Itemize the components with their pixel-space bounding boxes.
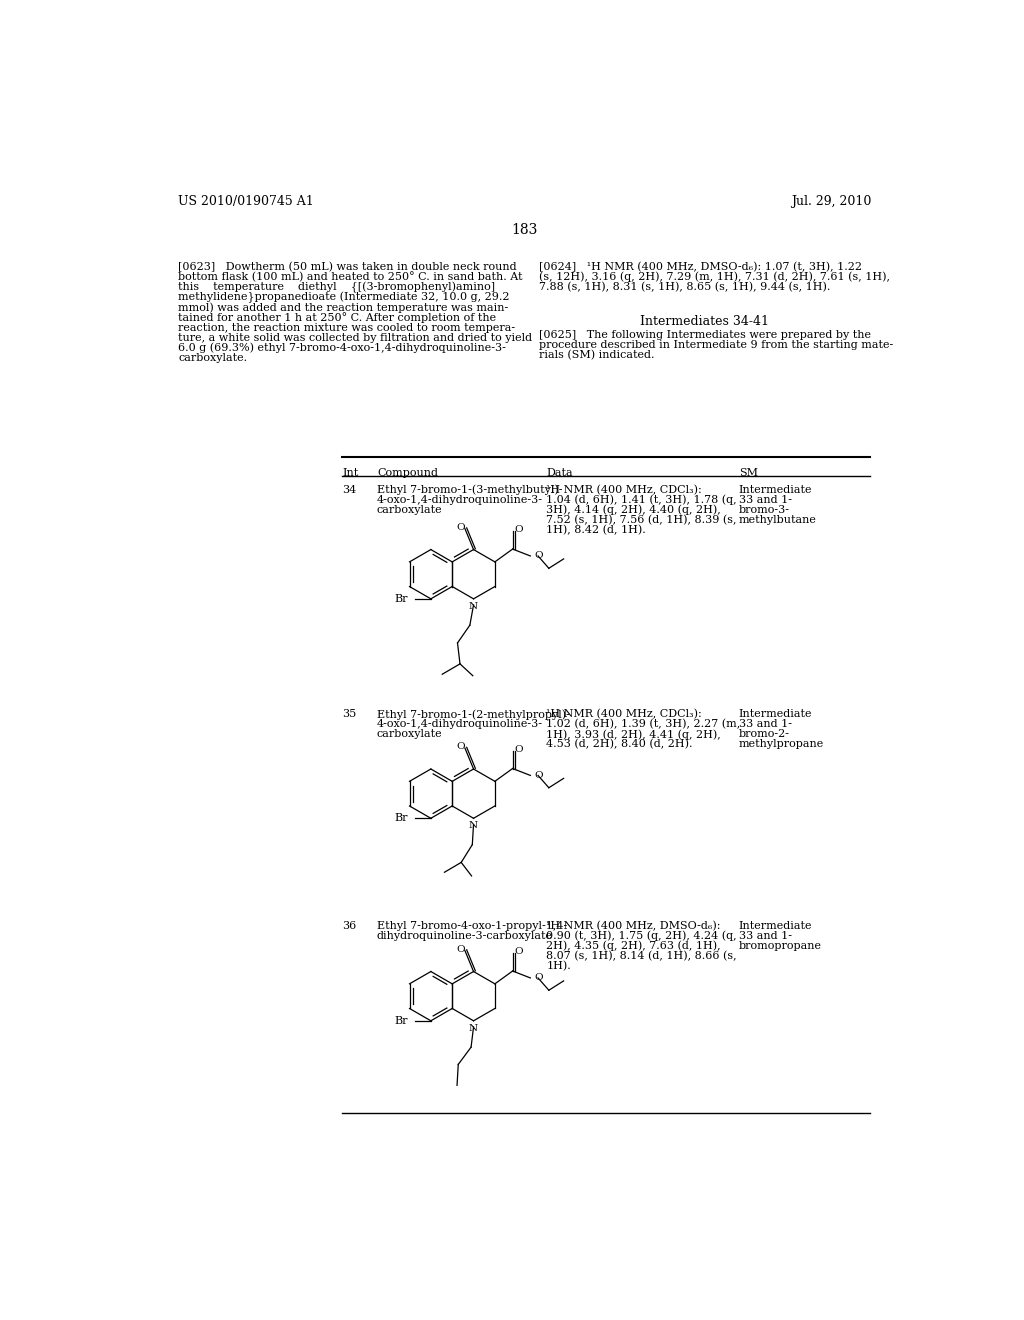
Text: dihydroquinoline-3-carboxylate: dihydroquinoline-3-carboxylate (377, 931, 553, 941)
Text: Ethyl 7-bromo-4-oxo-1-propyl-1,4-: Ethyl 7-bromo-4-oxo-1-propyl-1,4- (377, 921, 567, 931)
Text: O: O (457, 742, 465, 751)
Text: 1H).: 1H). (547, 961, 571, 972)
Text: Ethyl 7-bromo-1-(2-methylpropyl)-: Ethyl 7-bromo-1-(2-methylpropyl)- (377, 709, 569, 719)
Text: 33 and 1-: 33 and 1- (739, 931, 792, 941)
Text: O: O (457, 945, 465, 953)
Text: carboxylate: carboxylate (377, 729, 442, 739)
Text: 1.02 (d, 6H), 1.39 (t, 3H), 2.27 (m,: 1.02 (d, 6H), 1.39 (t, 3H), 2.27 (m, (547, 719, 740, 730)
Text: 36: 36 (342, 921, 356, 931)
Text: Int: Int (342, 469, 358, 478)
Text: 7.52 (s, 1H), 7.56 (d, 1H), 8.39 (s,: 7.52 (s, 1H), 7.56 (d, 1H), 8.39 (s, (547, 515, 737, 525)
Text: Intermediates 34-41: Intermediates 34-41 (640, 314, 769, 327)
Text: Compound: Compound (377, 469, 438, 478)
Text: tained for another 1 h at 250° C. After completion of the: tained for another 1 h at 250° C. After … (178, 313, 497, 323)
Text: methylpropane: methylpropane (739, 739, 824, 748)
Text: Br: Br (395, 1016, 409, 1026)
Text: carboxylate.: carboxylate. (178, 352, 248, 363)
Text: 1.04 (d, 6H), 1.41 (t, 3H), 1.78 (q,: 1.04 (d, 6H), 1.41 (t, 3H), 1.78 (q, (547, 495, 737, 506)
Text: reaction, the reaction mixture was cooled to room tempera-: reaction, the reaction mixture was coole… (178, 322, 515, 333)
Text: [0625]   The following Intermediates were prepared by the: [0625] The following Intermediates were … (539, 330, 870, 341)
Text: N: N (469, 1024, 478, 1032)
Text: [0624]   ¹H NMR (400 MHz, DMSO-d₆): 1.07 (t, 3H), 1.22: [0624] ¹H NMR (400 MHz, DMSO-d₆): 1.07 (… (539, 261, 861, 272)
Text: procedure described in Intermediate 9 from the starting mate-: procedure described in Intermediate 9 fr… (539, 341, 893, 350)
Text: 1H), 8.42 (d, 1H).: 1H), 8.42 (d, 1H). (547, 525, 646, 536)
Text: 4-oxo-1,4-dihydroquinoline-3-: 4-oxo-1,4-dihydroquinoline-3- (377, 495, 543, 504)
Text: O: O (535, 552, 543, 561)
Text: O: O (514, 744, 523, 754)
Text: 34: 34 (342, 484, 356, 495)
Text: SM: SM (739, 469, 758, 478)
Text: 6.0 g (69.3%) ethyl 7-bromo-4-oxo-1,4-dihydroquinoline-3-: 6.0 g (69.3%) ethyl 7-bromo-4-oxo-1,4-di… (178, 343, 506, 354)
Text: ¹H NMR (400 MHz, DMSO-d₆):: ¹H NMR (400 MHz, DMSO-d₆): (547, 921, 721, 931)
Text: bromopropane: bromopropane (739, 941, 822, 950)
Text: Jul. 29, 2010: Jul. 29, 2010 (791, 195, 871, 209)
Text: (s, 12H), 3.16 (q, 2H), 7.29 (m, 1H), 7.31 (d, 2H), 7.61 (s, 1H),: (s, 12H), 3.16 (q, 2H), 7.29 (m, 1H), 7.… (539, 272, 890, 282)
Text: ¹H NMR (400 MHz, CDCl₃):: ¹H NMR (400 MHz, CDCl₃): (547, 484, 702, 495)
Text: 7.88 (s, 1H), 8.31 (s, 1H), 8.65 (s, 1H), 9.44 (s, 1H).: 7.88 (s, 1H), 8.31 (s, 1H), 8.65 (s, 1H)… (539, 282, 830, 292)
Text: Br: Br (395, 594, 409, 603)
Text: Data: Data (547, 469, 573, 478)
Text: 8.07 (s, 1H), 8.14 (d, 1H), 8.66 (s,: 8.07 (s, 1H), 8.14 (d, 1H), 8.66 (s, (547, 950, 737, 961)
Text: 33 and 1-: 33 and 1- (739, 495, 792, 504)
Text: 0.90 (t, 3H), 1.75 (q, 2H), 4.24 (q,: 0.90 (t, 3H), 1.75 (q, 2H), 4.24 (q, (547, 931, 737, 941)
Text: N: N (469, 821, 478, 830)
Text: O: O (514, 525, 523, 535)
Text: 1H), 3.93 (d, 2H), 4.41 (q, 2H),: 1H), 3.93 (d, 2H), 4.41 (q, 2H), (547, 729, 721, 739)
Text: methylbutane: methylbutane (739, 515, 817, 525)
Text: Intermediate: Intermediate (739, 709, 812, 719)
Text: rials (SM) indicated.: rials (SM) indicated. (539, 350, 654, 360)
Text: Br: Br (395, 813, 409, 824)
Text: 3H), 4.14 (q, 2H), 4.40 (q, 2H),: 3H), 4.14 (q, 2H), 4.40 (q, 2H), (547, 506, 721, 516)
Text: 4-oxo-1,4-dihydroquinoline-3-: 4-oxo-1,4-dihydroquinoline-3- (377, 719, 543, 729)
Text: carboxylate: carboxylate (377, 506, 442, 515)
Text: O: O (457, 523, 465, 532)
Text: N: N (469, 602, 478, 611)
Text: Ethyl 7-bromo-1-(3-methylbutyl)-: Ethyl 7-bromo-1-(3-methylbutyl)- (377, 484, 562, 495)
Text: O: O (535, 771, 543, 780)
Text: methylidene}propanedioate (Intermediate 32, 10.0 g, 29.2: methylidene}propanedioate (Intermediate … (178, 292, 510, 304)
Text: bromo-3-: bromo-3- (739, 506, 790, 515)
Text: Intermediate: Intermediate (739, 484, 812, 495)
Text: 183: 183 (512, 223, 538, 238)
Text: Intermediate: Intermediate (739, 921, 812, 931)
Text: 2H), 4.35 (q, 2H), 7.63 (d, 1H),: 2H), 4.35 (q, 2H), 7.63 (d, 1H), (547, 941, 721, 952)
Text: O: O (535, 973, 543, 982)
Text: O: O (514, 948, 523, 956)
Text: 4.53 (d, 2H), 8.40 (d, 2H).: 4.53 (d, 2H), 8.40 (d, 2H). (547, 739, 693, 750)
Text: mmol) was added and the reaction temperature was main-: mmol) was added and the reaction tempera… (178, 302, 509, 313)
Text: 33 and 1-: 33 and 1- (739, 719, 792, 729)
Text: bromo-2-: bromo-2- (739, 729, 790, 739)
Text: ture, a white solid was collected by filtration and dried to yield: ture, a white solid was collected by fil… (178, 333, 532, 343)
Text: this    temperature    diethyl    {[(3-bromophenyl)amino]: this temperature diethyl {[(3-bromopheny… (178, 282, 496, 293)
Text: ¹H NMR (400 MHz, CDCl₃):: ¹H NMR (400 MHz, CDCl₃): (547, 709, 702, 719)
Text: 35: 35 (342, 709, 356, 719)
Text: [0623]   Dowtherm (50 mL) was taken in double neck round: [0623] Dowtherm (50 mL) was taken in dou… (178, 261, 517, 272)
Text: US 2010/0190745 A1: US 2010/0190745 A1 (178, 195, 314, 209)
Text: bottom flask (100 mL) and heated to 250° C. in sand bath. At: bottom flask (100 mL) and heated to 250°… (178, 272, 523, 282)
